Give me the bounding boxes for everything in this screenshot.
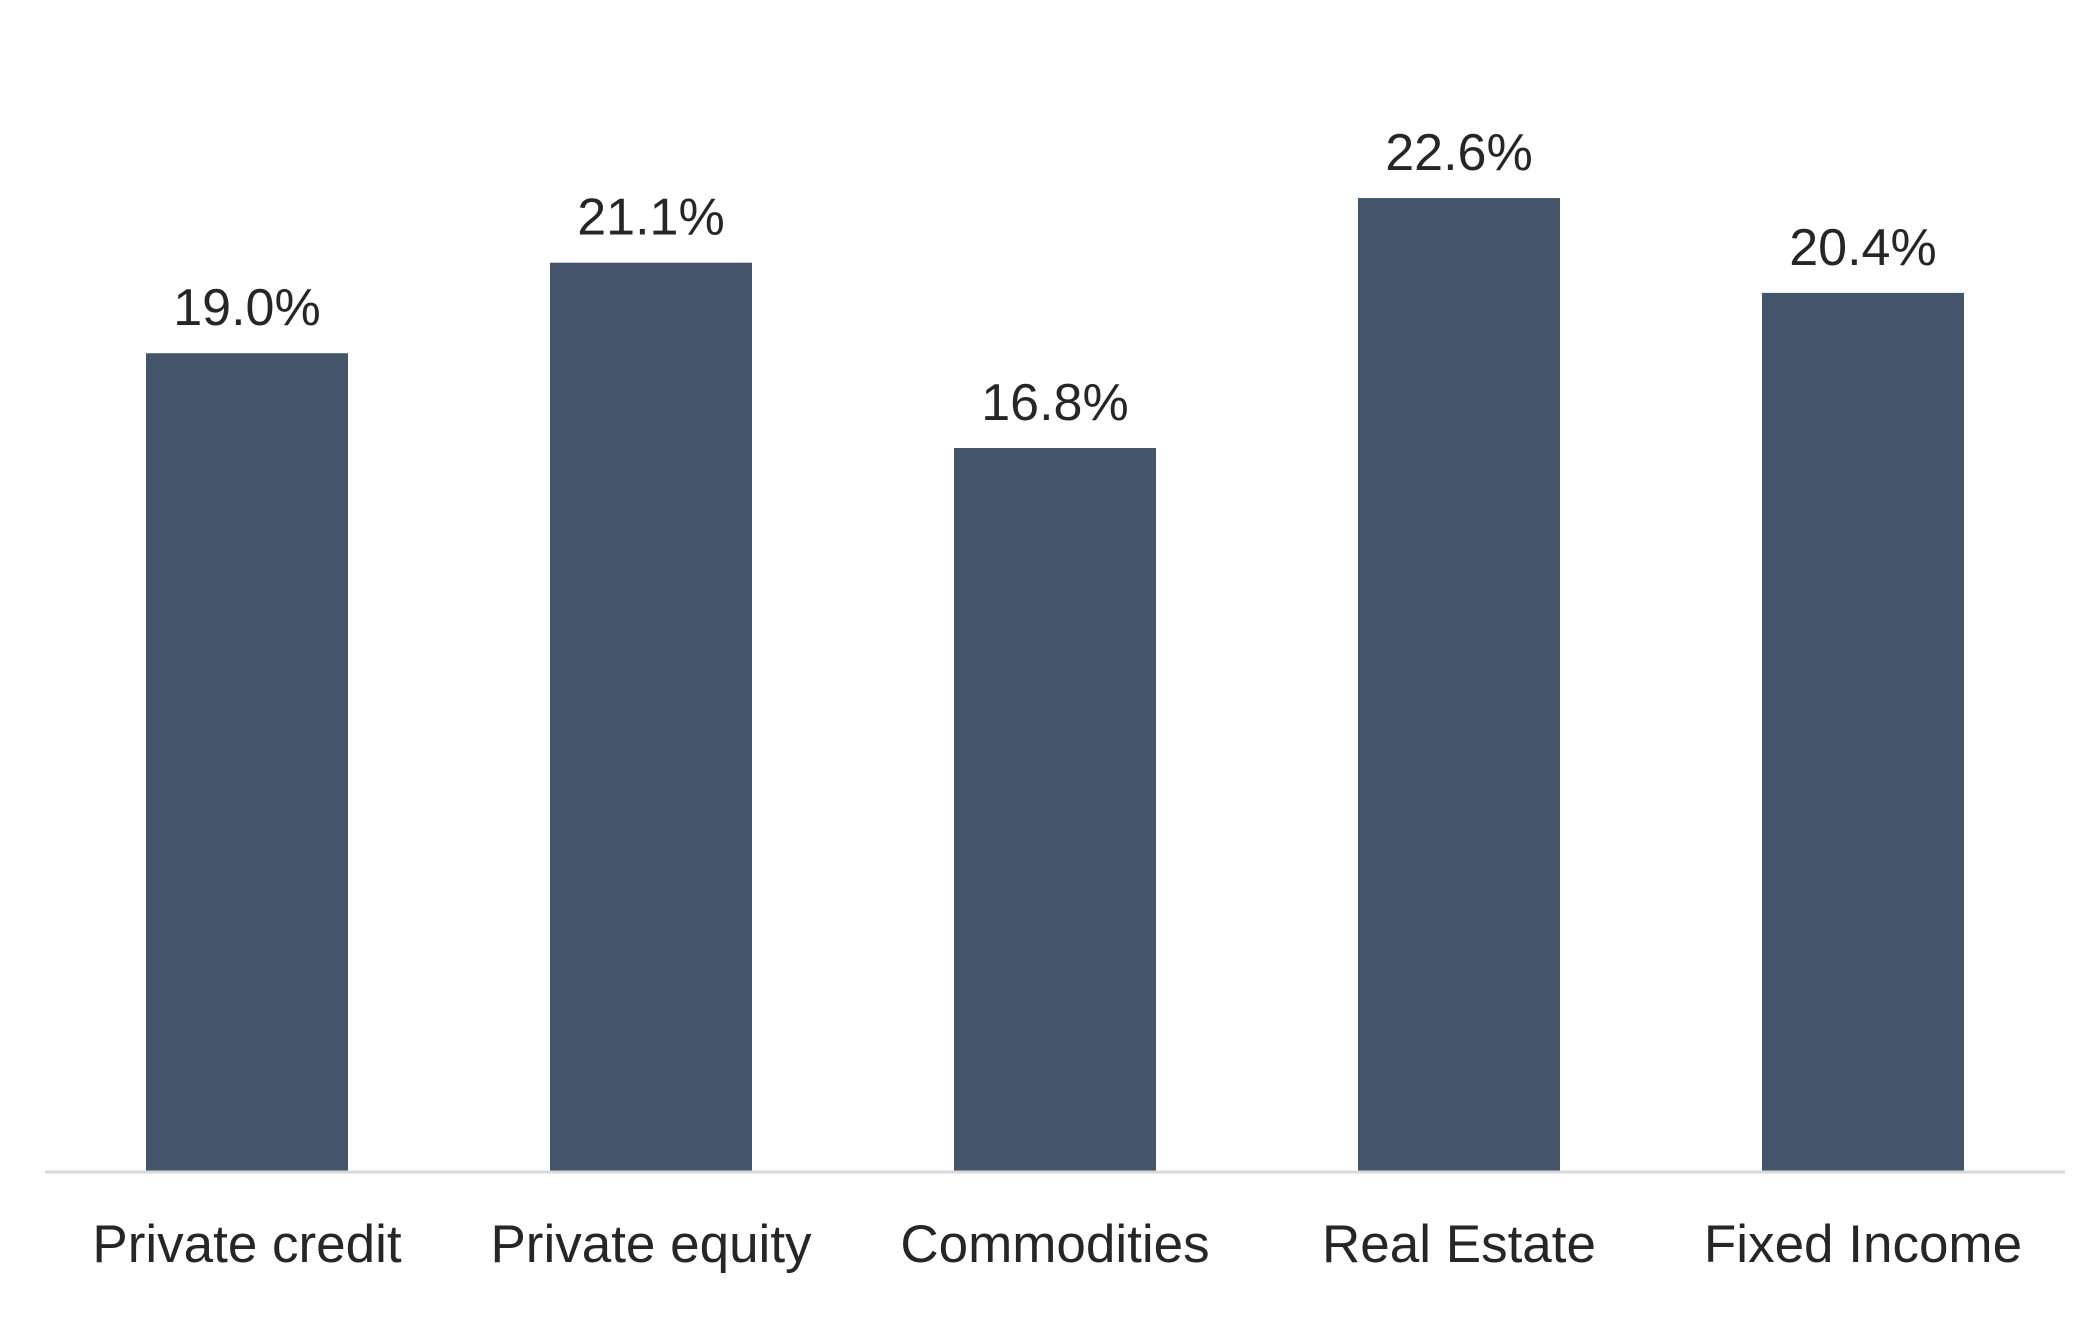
data-label: 19.0%: [173, 279, 320, 337]
bar: [146, 353, 348, 1173]
category-labels-group: Private credit Private equity Commodities R…: [92, 1215, 2022, 1274]
data-label: 16.8%: [981, 374, 1128, 432]
data-label: 20.4%: [1789, 219, 1936, 277]
category-label: Private equity: [490, 1215, 812, 1274]
category-label: Real Estate: [1322, 1215, 1596, 1274]
data-labels-group: 19.0% 21.1% 16.8% 22.6% 20.4%: [173, 124, 1936, 432]
category-label: Fixed Income: [1704, 1215, 2022, 1274]
data-label: 22.6%: [1385, 124, 1532, 182]
data-label: 21.1%: [577, 189, 724, 247]
bar: [1358, 198, 1560, 1172]
category-label: Private credit: [92, 1215, 402, 1274]
bar: [1762, 292, 1964, 1172]
bar: [954, 448, 1156, 1172]
bar: [550, 262, 752, 1172]
category-label: Commodities: [900, 1215, 1209, 1274]
bars-group: [146, 198, 1964, 1173]
